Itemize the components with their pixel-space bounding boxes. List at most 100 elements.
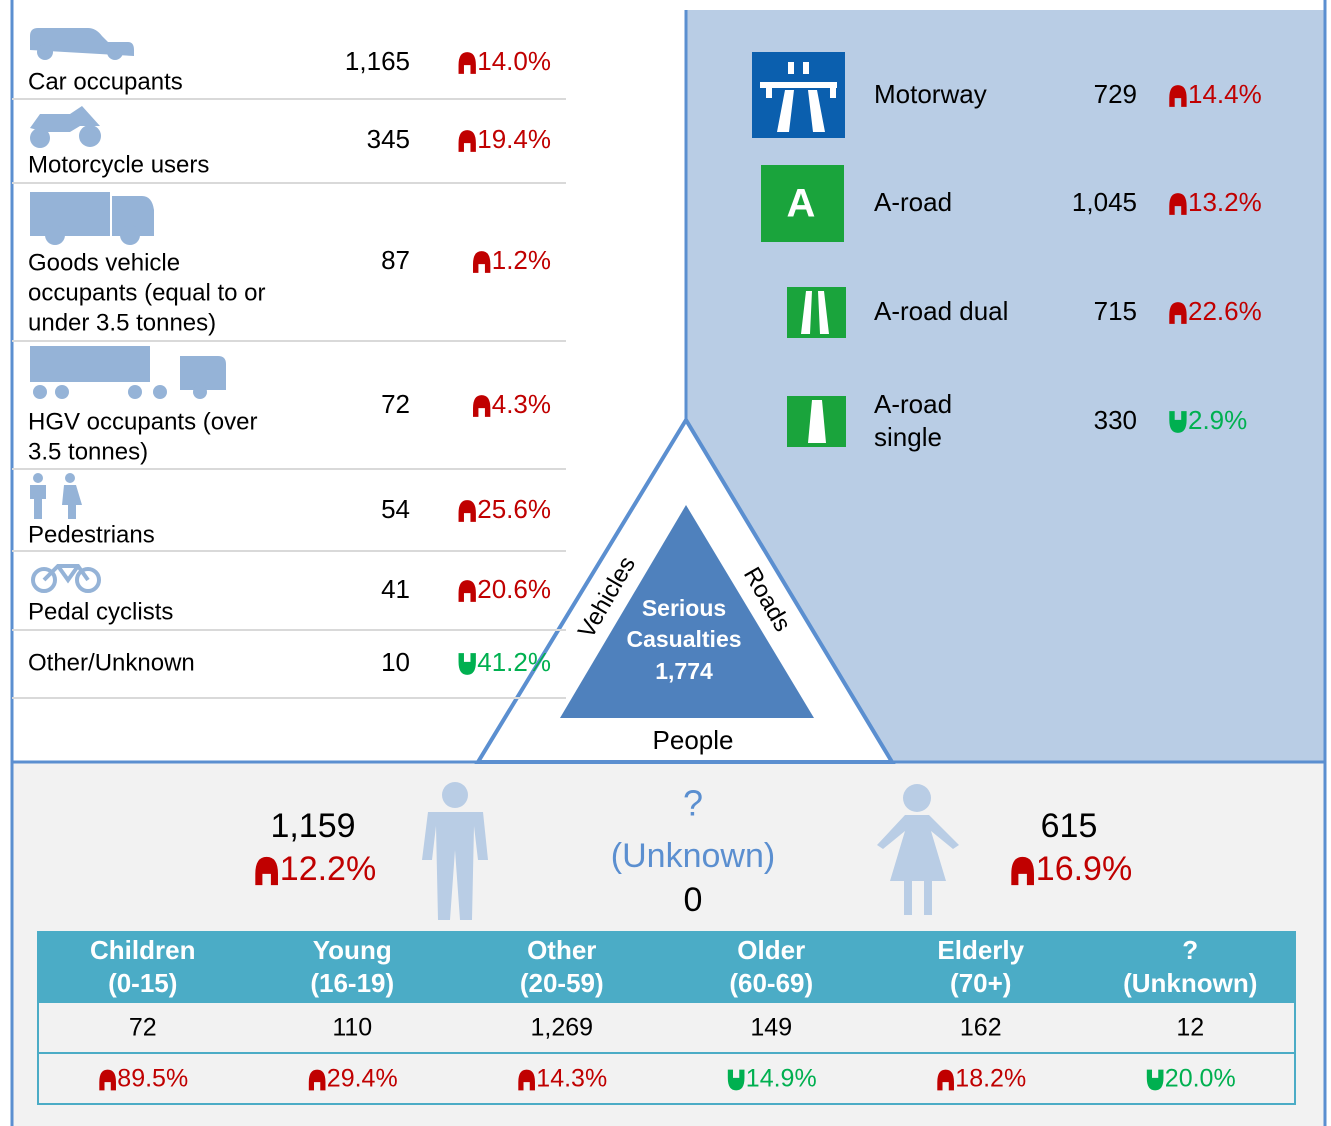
vehicle-value: 87: [381, 245, 410, 275]
trend-arrow: [1169, 85, 1187, 107]
road-icon-text: A: [787, 182, 816, 226]
age-header: Elderly: [937, 935, 1024, 965]
trend-arrow: [1169, 302, 1187, 324]
age-value: 110: [332, 1014, 372, 1042]
vehicle-value: 1,165: [345, 46, 410, 76]
motorway-symbol: [760, 62, 837, 132]
age-value: 1,269: [530, 1014, 593, 1042]
age-header: Children: [90, 935, 195, 965]
trend-arrow: [99, 1069, 116, 1091]
inner-triangle: [560, 505, 814, 718]
vehicle-value: 54: [381, 494, 410, 524]
vehicle-label: HGV occupants (over: [28, 408, 257, 435]
vehicle-value: 41: [381, 574, 410, 604]
trend-arrow: [458, 500, 476, 522]
age-header: (0-15): [108, 968, 177, 998]
road-value: 1,045: [1072, 187, 1137, 217]
trend-arrow: [458, 653, 476, 675]
vehicle-label: under 3.5 tonnes): [28, 309, 216, 336]
change: 14.4%: [1188, 79, 1262, 109]
center-title: Serious: [642, 595, 726, 621]
center-title: Casualties: [626, 626, 741, 652]
change: 89.5%: [117, 1065, 188, 1093]
road-value: 729: [1094, 79, 1137, 109]
road-label: A-road: [874, 389, 952, 419]
vehicle-label: Pedal cyclists: [28, 598, 173, 625]
vehicle-label: Car occupants: [28, 68, 183, 95]
vehicle-label: 3.5 tonnes): [28, 438, 148, 465]
single-symbol: [808, 400, 826, 443]
unknown-label: (Unknown): [611, 837, 775, 875]
road-label: Motorway: [874, 79, 987, 109]
trend-arrow: [473, 395, 491, 417]
age-header: Young: [313, 935, 392, 965]
change: 2.9%: [1188, 405, 1247, 435]
vehicle-label: Goods vehicle: [28, 249, 180, 276]
change: 13.2%: [1188, 187, 1262, 217]
vehicle-label: Motorcycle users: [28, 151, 209, 178]
male-figure: [422, 782, 488, 920]
vehicle-value: 10: [381, 647, 410, 677]
motorcycle-icon: [30, 106, 101, 148]
table-border: [37, 931, 1296, 1105]
trend-arrow: [1146, 1069, 1164, 1091]
change: 19.4%: [477, 124, 551, 154]
change: 18.2%: [955, 1065, 1026, 1093]
change: 16.9%: [1036, 850, 1132, 888]
trend-arrow: [1169, 411, 1187, 433]
trend-arrow: [255, 856, 278, 886]
trend-arrow: [308, 1069, 326, 1091]
age-header: (Unknown): [1123, 968, 1257, 998]
age-header: Other: [527, 935, 596, 965]
change: 12.2%: [280, 850, 376, 888]
change: 20.0%: [1165, 1065, 1236, 1093]
a-road-dual-icon: [787, 287, 846, 338]
change: 14.9%: [746, 1065, 817, 1093]
cycle-icon: [31, 564, 101, 593]
vehicle-label: occupants (equal to or: [28, 279, 265, 306]
vehicle-label: Other/Unknown: [28, 649, 195, 676]
goods-vehicle-icon: [30, 192, 154, 245]
female-value: 615: [1041, 807, 1098, 845]
trend-arrow: [458, 130, 476, 152]
male-value: 1,159: [270, 807, 355, 845]
age-header: ?: [1182, 935, 1198, 965]
a-road-icon: [761, 165, 844, 242]
age-value: 72: [129, 1014, 157, 1042]
change: 14.0%: [477, 46, 551, 76]
pedestrians-icon: [30, 473, 82, 519]
road-value: 715: [1094, 296, 1137, 326]
trend-arrow: [518, 1069, 535, 1091]
unknown-symbol: ?: [683, 783, 703, 824]
age-header: (16-19): [310, 968, 394, 998]
female-figure: [877, 784, 959, 915]
road-label: A-road: [874, 187, 952, 217]
trend-arrow: [473, 251, 491, 273]
trend-arrow: [1011, 856, 1034, 886]
dual-symbol: [801, 291, 829, 334]
vehicle-value: 345: [367, 124, 410, 154]
age-value: 162: [960, 1014, 1002, 1042]
age-header: (20-59): [520, 968, 604, 998]
change: 25.6%: [477, 494, 551, 524]
age-header: Older: [737, 935, 805, 965]
trend-arrow: [727, 1069, 745, 1091]
road-label: A-road dual: [874, 296, 1008, 326]
unknown-value: 0: [684, 881, 703, 919]
vehicle-value: 72: [381, 389, 410, 419]
trend-arrow: [1169, 193, 1187, 215]
road-label: single: [874, 422, 942, 452]
change: 4.3%: [492, 389, 551, 419]
trend-arrow: [458, 52, 476, 74]
age-header: (60-69): [729, 968, 813, 998]
change: 1.2%: [492, 245, 551, 275]
car-icon: [30, 28, 134, 60]
table-header: [38, 932, 1295, 1003]
change: 22.6%: [1188, 296, 1262, 326]
road-value: 330: [1094, 405, 1137, 435]
change: 20.6%: [477, 574, 551, 604]
vehicle-label: Pedestrians: [28, 521, 155, 548]
change: 14.3%: [536, 1065, 607, 1093]
